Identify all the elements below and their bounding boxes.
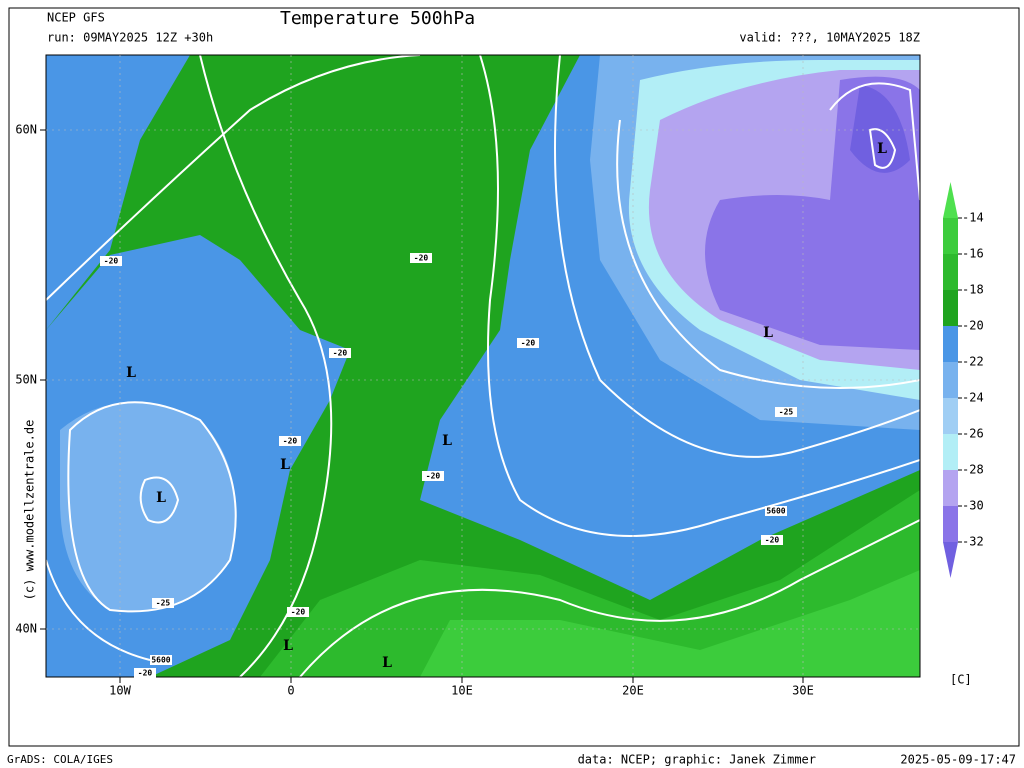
footer-left: GrADS: COLA/IGES <box>7 753 113 766</box>
colorbar-label: -20 <box>962 319 984 333</box>
low-marker: L <box>156 490 166 506</box>
lat-label: 40N <box>15 622 37 636</box>
contour-label-bg <box>775 407 797 417</box>
contour-label: -20 <box>333 349 348 358</box>
contour-label: -20 <box>414 254 429 263</box>
contour-label-bg <box>152 598 174 608</box>
contour-label-bg <box>100 256 122 266</box>
colorbar-label: -18 <box>962 283 984 297</box>
contour-label: -20 <box>765 536 780 545</box>
contour-label: 5600 <box>766 507 785 516</box>
contour-label-bg <box>410 253 432 263</box>
contour-label: -20 <box>104 257 119 266</box>
colorbar-arrow <box>943 542 958 578</box>
contour-label-bg <box>517 338 539 348</box>
colorbar-segment <box>943 254 958 290</box>
low-marker: L <box>382 655 392 671</box>
contour-label-bg <box>150 655 172 665</box>
valid: valid: ???, 10MAY2025 18Z <box>739 31 920 45</box>
lon-label: 30E <box>792 684 814 698</box>
contour-label-bg <box>422 471 444 481</box>
contour-label: -25 <box>779 408 794 417</box>
lat-label: 50N <box>15 373 37 387</box>
colorbar-segment <box>943 506 958 542</box>
colorbar-segment <box>943 362 958 398</box>
low-marker: L <box>442 433 452 449</box>
contour-label: -20 <box>138 669 153 678</box>
contour-label: -20 <box>521 339 536 348</box>
colorbar-segment <box>943 434 958 470</box>
colorbar-label: -16 <box>962 247 984 261</box>
footer-right: 2025-05-09-17:47 <box>900 753 1016 767</box>
colorbar-label: -28 <box>962 463 984 477</box>
colorbar-segment <box>943 326 958 362</box>
lon-label: 0 <box>287 684 294 698</box>
footer-center: data: NCEP; graphic: Janek Zimmer <box>578 753 816 767</box>
colorbar-segment <box>943 290 958 326</box>
map-border <box>45 54 921 678</box>
run: run: 09MAY2025 12Z +30h <box>47 31 213 45</box>
low-marker: L <box>877 141 887 157</box>
low-marker: L <box>283 638 293 654</box>
low-marker: L <box>763 325 773 341</box>
credit: (c) www.modellzentrale.de <box>23 420 37 601</box>
lon-label: 10E <box>451 684 473 698</box>
colorbar-segment <box>943 218 958 254</box>
colorbar-arrow <box>943 182 958 218</box>
colorbar-label: -22 <box>962 355 984 369</box>
contour-label-bg <box>761 535 783 545</box>
lon-label: 10W <box>109 684 131 698</box>
contour-label-bg <box>287 607 309 617</box>
contour-label: -20 <box>283 437 298 446</box>
colorbar-segment <box>943 398 958 434</box>
colorbar-label: -32 <box>962 535 984 549</box>
colorbar-label: -26 <box>962 427 984 441</box>
lon-label: 20E <box>622 684 644 698</box>
contour-label-bg <box>279 436 301 446</box>
contour-label: 5600 <box>151 656 170 665</box>
colorbar-segment <box>943 470 958 506</box>
colorbar-unit: [C] <box>950 673 972 687</box>
lat-label: 60N <box>15 123 37 137</box>
low-marker: L <box>126 365 136 381</box>
contour-label-bg <box>134 668 156 678</box>
contour-label-bg <box>329 348 351 358</box>
contour-label: -25 <box>156 599 171 608</box>
contour-label: -20 <box>291 608 306 617</box>
title: Temperature 500hPa <box>280 8 475 29</box>
map <box>46 55 920 677</box>
colorbar-label: -24 <box>962 391 984 405</box>
low-marker: L <box>280 457 290 473</box>
colorbar-label: -30 <box>962 499 984 513</box>
model: NCEP GFS <box>47 11 105 25</box>
contour-label: -20 <box>426 472 441 481</box>
contour-label-bg <box>765 506 787 516</box>
frame <box>8 7 1020 747</box>
colorbar-label: -14 <box>962 211 984 225</box>
